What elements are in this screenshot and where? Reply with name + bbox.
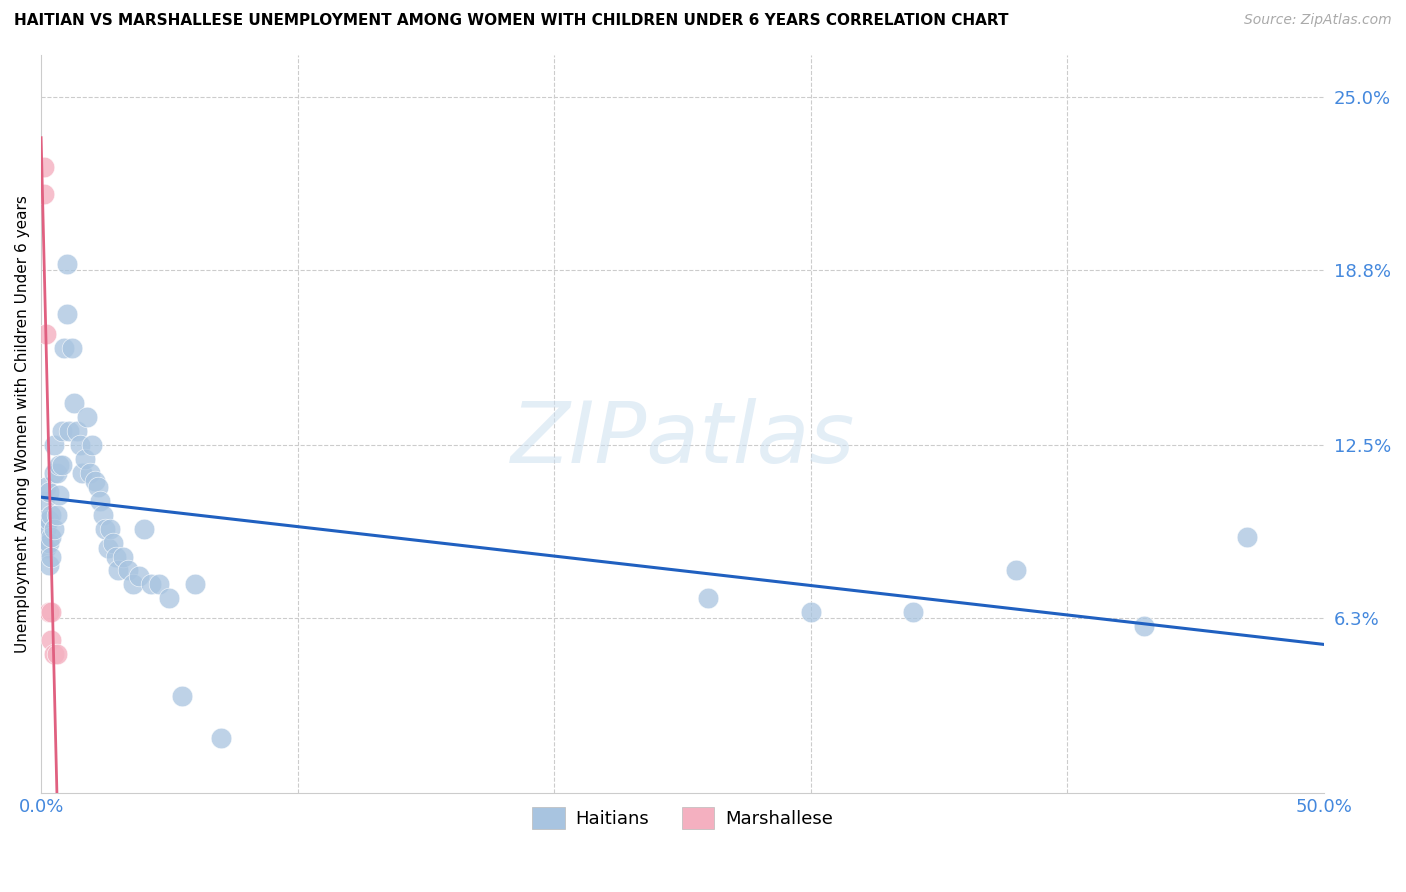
Point (91, 508, 114, 522)
Point (117, 564, 139, 578)
Point (58, 424, 80, 438)
Text: ZIPatlas: ZIPatlas (510, 398, 855, 481)
Point (70, 466, 93, 480)
Point (35, 522, 58, 536)
Point (107, 564, 129, 578)
Point (141, 577, 163, 591)
Point (97, 541, 120, 556)
Point (903, 605, 925, 619)
Point (112, 549, 135, 564)
Point (38, 605, 60, 619)
Point (48, 458, 70, 472)
Point (45, 647, 67, 661)
Point (94, 522, 117, 536)
Point (41, 605, 63, 619)
Point (66, 424, 89, 438)
Point (32, 187, 55, 202)
Point (32, 493, 55, 508)
Text: Source: ZipAtlas.com: Source: ZipAtlas.com (1244, 13, 1392, 28)
Point (209, 731, 232, 745)
Point (35, 541, 58, 556)
Point (157, 591, 180, 606)
Point (45, 508, 67, 522)
Y-axis label: Unemployment Among Women with Children Under 6 years: Unemployment Among Women with Children U… (15, 195, 30, 653)
Point (89, 493, 111, 508)
Legend: Haitians, Marshallese: Haitians, Marshallese (524, 799, 841, 836)
Point (63, 396, 86, 410)
Point (101, 535, 124, 549)
Point (42, 647, 65, 661)
Text: HAITIAN VS MARSHALLESE UNEMPLOYMENT AMONG WOMEN WITH CHILDREN UNDER 6 YEARS CORR: HAITIAN VS MARSHALLESE UNEMPLOYMENT AMON… (14, 13, 1008, 29)
Point (38, 558, 60, 572)
Point (35, 480, 58, 494)
Point (41, 530, 63, 544)
Point (38, 485, 60, 500)
Point (48, 488, 70, 502)
Point (122, 577, 145, 591)
Point (1133, 619, 1156, 633)
Point (132, 522, 155, 536)
Point (1005, 564, 1028, 578)
Point (104, 549, 127, 564)
Point (41, 508, 63, 522)
Point (38, 535, 60, 549)
Point (42, 522, 65, 536)
Point (82, 438, 104, 452)
Point (45, 466, 67, 480)
Point (1236, 530, 1258, 544)
Point (84, 475, 107, 489)
Point (148, 577, 170, 591)
Point (697, 591, 720, 606)
Point (76, 410, 98, 425)
Point (42, 466, 65, 480)
Point (100, 522, 122, 536)
Point (41, 549, 63, 564)
Point (42, 438, 65, 452)
Point (73, 452, 96, 467)
Point (69, 438, 91, 452)
Point (128, 569, 150, 583)
Point (51, 458, 73, 472)
Point (32, 160, 55, 174)
Point (172, 689, 194, 703)
Point (35, 326, 58, 341)
Point (86, 480, 108, 494)
Point (79, 466, 101, 480)
Point (53, 341, 76, 355)
Point (800, 605, 823, 619)
Point (51, 424, 73, 438)
Point (55, 257, 77, 271)
Point (60, 341, 83, 355)
Point (41, 633, 63, 648)
Point (184, 577, 207, 591)
Point (38, 513, 60, 527)
Point (32, 513, 55, 527)
Point (55, 307, 77, 321)
